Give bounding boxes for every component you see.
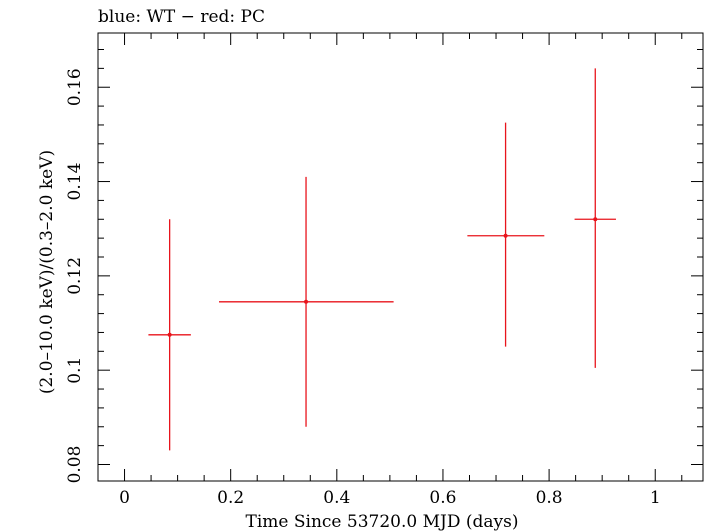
x-tick-label: 0.8	[536, 488, 563, 508]
data-point	[503, 233, 508, 238]
x-tick-label: 0.6	[429, 488, 456, 508]
data-point	[593, 217, 598, 222]
plot-frame	[97, 32, 704, 482]
y-axis-label: (2.0–10.0 keV)/(0.3–2.0 keV)	[37, 150, 57, 394]
x-tick-label: 0.4	[323, 488, 350, 508]
y-tick-label: 0.14	[65, 163, 85, 201]
axis-ticks	[97, 33, 703, 481]
x-tick-label: 1	[650, 488, 661, 508]
y-tick-label: 0.12	[65, 257, 85, 295]
data-point	[167, 332, 172, 337]
x-tick-label: 0.2	[217, 488, 244, 508]
data-points	[148, 68, 616, 451]
chart-title: blue: WT − red: PC	[98, 7, 265, 27]
y-tick-label: 0.08	[65, 446, 85, 484]
data-point	[304, 299, 309, 304]
x-axis-label: Time Since 53720.0 MJD (days)	[246, 512, 519, 532]
y-tick-label: 0.1	[65, 357, 85, 384]
x-tick-label: 0	[119, 488, 130, 508]
axis-tick-labels: 0 0.2 0.4 0.6 0.8 1 0.08 0.1 0.12 0.14 0.16	[65, 68, 661, 508]
y-tick-label: 0.16	[65, 68, 85, 106]
